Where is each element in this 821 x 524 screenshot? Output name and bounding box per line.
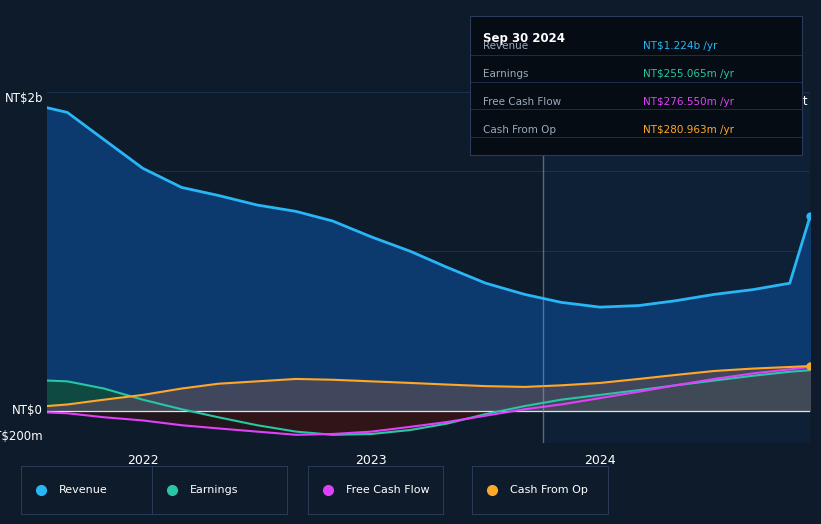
- Text: Earnings: Earnings: [190, 485, 238, 495]
- Text: NT$280.963m /yr: NT$280.963m /yr: [643, 125, 733, 135]
- Text: Cash From Op: Cash From Op: [483, 125, 556, 135]
- Text: Past: Past: [783, 95, 808, 108]
- Text: NT$255.065m /yr: NT$255.065m /yr: [643, 69, 733, 79]
- Text: Revenue: Revenue: [483, 41, 528, 51]
- Text: NT$1.224b /yr: NT$1.224b /yr: [643, 41, 717, 51]
- Text: Earnings: Earnings: [483, 69, 529, 79]
- Text: NT$276.550m /yr: NT$276.550m /yr: [643, 97, 733, 107]
- Bar: [543, 92, 810, 443]
- Text: NT$0: NT$0: [12, 405, 43, 417]
- Text: Free Cash Flow: Free Cash Flow: [483, 97, 561, 107]
- Text: Sep 30 2024: Sep 30 2024: [483, 32, 565, 46]
- Text: Revenue: Revenue: [58, 485, 108, 495]
- Text: NT$2b: NT$2b: [4, 92, 43, 105]
- Text: Cash From Op: Cash From Op: [510, 485, 588, 495]
- Text: -NT$200m: -NT$200m: [0, 430, 43, 443]
- Text: Free Cash Flow: Free Cash Flow: [346, 485, 429, 495]
